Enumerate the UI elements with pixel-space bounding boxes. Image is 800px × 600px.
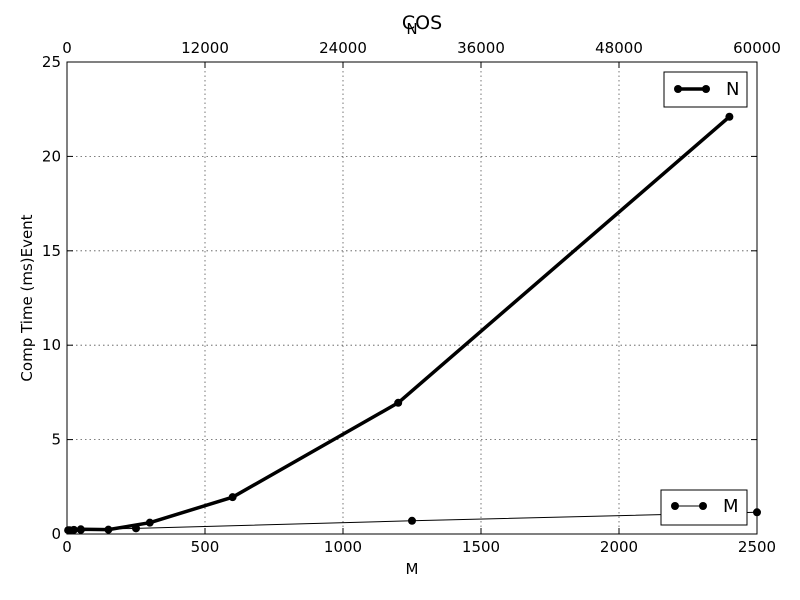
legend-m-marker-right <box>699 502 707 510</box>
series-m-point <box>76 525 85 534</box>
x-bottom-tick-label: 2500 <box>738 538 776 556</box>
plot-frame <box>66 61 758 535</box>
legend-n-marker-left <box>674 85 682 93</box>
series-n-point <box>394 398 403 407</box>
series-n-point <box>228 493 237 502</box>
x-top-tick-label: 0 <box>62 39 72 57</box>
x-axis-bottom-label: M <box>406 560 419 578</box>
y-tick-label: 5 <box>51 431 61 449</box>
series-n-line <box>68 115 731 532</box>
series-layer <box>64 112 761 535</box>
legend-n-label: N <box>726 79 739 100</box>
y-tick-label: 20 <box>42 147 61 165</box>
series-n-point <box>104 525 113 534</box>
x-bottom-tick-label: 1500 <box>462 538 500 556</box>
x-axis-top-label: N <box>406 20 417 38</box>
x-bottom-tick-label: 2000 <box>600 538 638 556</box>
y-tick-label: 25 <box>42 53 61 71</box>
x-top-tick-label: 36000 <box>457 39 505 57</box>
grid-lines <box>67 62 757 534</box>
series-m-point <box>132 524 140 533</box>
y-tick-label: 10 <box>42 336 61 354</box>
legend-m-label: M <box>723 496 739 517</box>
legend-m: M <box>660 489 748 526</box>
x-top-tick-label: 60000 <box>733 39 781 57</box>
x-top-tick-label: 48000 <box>595 39 643 57</box>
y-tick-label: 15 <box>42 242 61 260</box>
series-n-point <box>725 112 734 121</box>
chart-title: COS <box>402 12 442 34</box>
series-m-point <box>408 516 416 525</box>
legend-n-marker-right <box>702 85 710 93</box>
legend-m-marker-left <box>671 502 679 510</box>
series-n-point <box>145 518 154 527</box>
x-top-tick-label: 12000 <box>181 39 229 57</box>
y-axis-label: Comp Time (ms)Event <box>18 214 36 381</box>
series-m-point <box>65 526 74 535</box>
x-bottom-tick-label: 500 <box>191 538 220 556</box>
x-bottom-tick-label: 0 <box>62 538 72 556</box>
y-tick-label: 0 <box>51 525 61 543</box>
x-top-tick-label: 24000 <box>319 39 367 57</box>
x-bottom-tick-label: 1000 <box>324 538 362 556</box>
legend-n: N <box>663 71 748 108</box>
